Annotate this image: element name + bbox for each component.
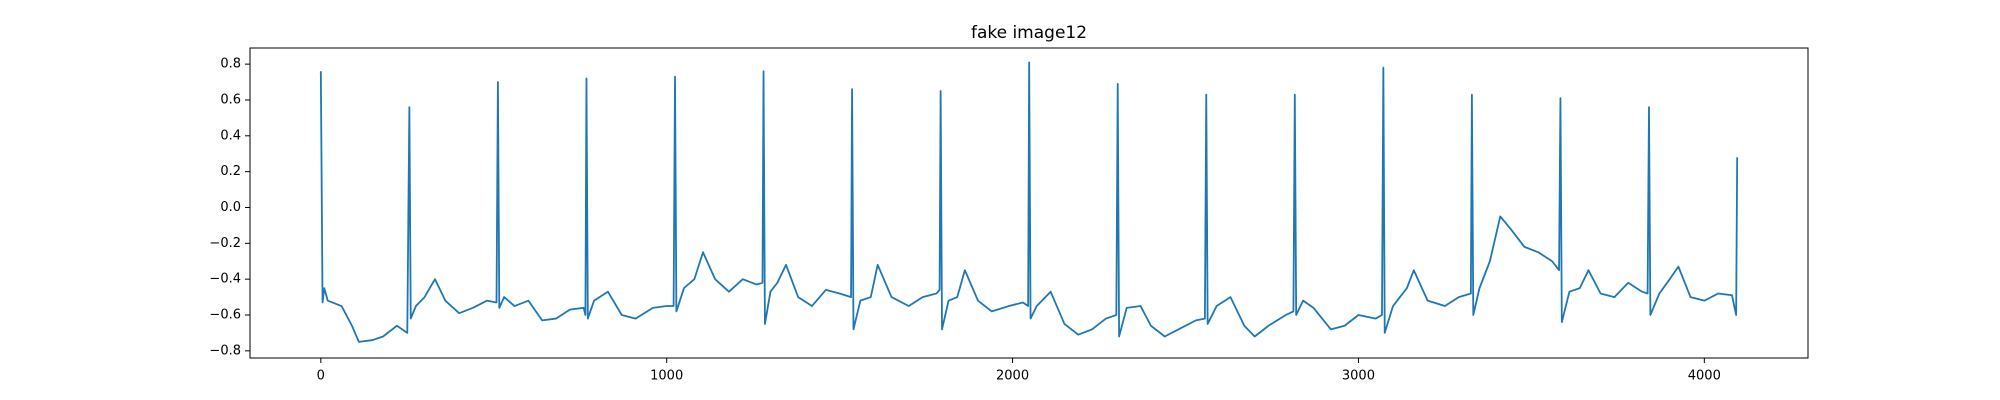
y-tick-label: 0.0 [220, 200, 241, 215]
y-tick-label: −0.2 [209, 236, 241, 251]
y-tick-label: 0.4 [220, 128, 241, 143]
y-tick-label: 0.8 [220, 57, 241, 72]
y-tick-label: 0.6 [220, 92, 241, 107]
y-tick-label: −0.8 [209, 343, 241, 358]
x-tick-label: 2000 [996, 369, 1029, 384]
x-tick-label: 4000 [1688, 369, 1721, 384]
x-tick-label: 0 [317, 369, 325, 384]
y-tick-label: −0.4 [209, 272, 241, 287]
y-tick-label: 0.2 [220, 164, 241, 179]
x-tick-label: 3000 [1342, 369, 1375, 384]
data-line [319, 61, 1739, 343]
x-tick-label: 1000 [650, 369, 683, 384]
y-tick-label: −0.6 [209, 307, 241, 322]
plot-frame [249, 47, 1809, 359]
chart-title: fake image12 [971, 23, 1087, 43]
